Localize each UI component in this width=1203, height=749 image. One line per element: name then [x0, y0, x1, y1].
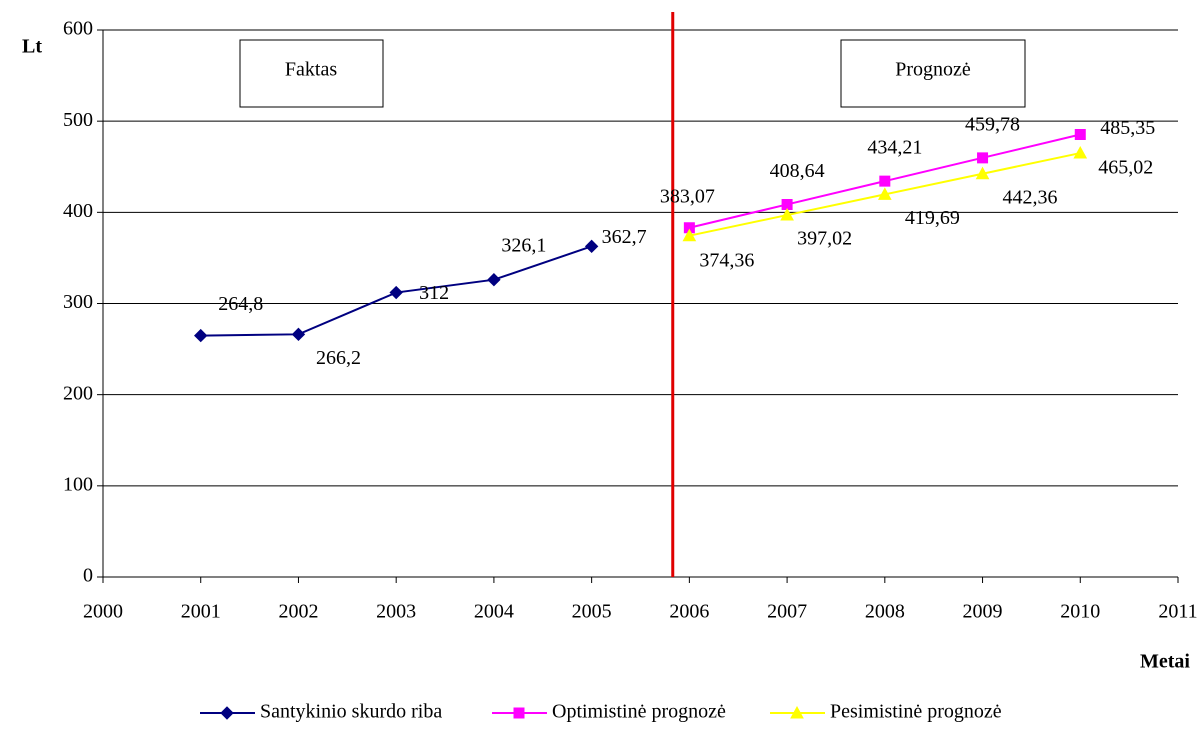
- y-tick-label: 100: [63, 473, 93, 495]
- data-label: 485,35: [1100, 117, 1155, 139]
- data-label: 383,07: [660, 185, 715, 207]
- data-label: 266,2: [316, 347, 361, 369]
- y-tick-label: 500: [63, 109, 93, 131]
- data-point: [780, 208, 794, 221]
- x-tick-label: 2010: [1060, 601, 1100, 623]
- y-tick-label: 0: [83, 565, 93, 587]
- data-point: [683, 222, 695, 234]
- x-tick-label: 2009: [963, 601, 1003, 623]
- legend-marker: [790, 705, 804, 719]
- legend-marker: [220, 706, 234, 720]
- x-tick-label: 2002: [278, 601, 318, 623]
- data-label: 459,78: [965, 113, 1020, 135]
- data-point: [1073, 146, 1088, 159]
- data-label: 442,36: [1003, 186, 1058, 208]
- x-tick-label: 2005: [572, 601, 612, 623]
- data-point: [682, 228, 697, 242]
- data-point: [194, 328, 208, 343]
- x-tick-label: 2004: [474, 601, 514, 623]
- data-point: [1074, 129, 1086, 141]
- data-label: 465,02: [1098, 157, 1153, 179]
- annotation: Prognozė: [895, 59, 971, 81]
- data-point: [879, 175, 891, 187]
- legend-label: Santykinio skurdo riba: [260, 701, 442, 723]
- legend-marker: [513, 707, 525, 719]
- x-tick-label: 2001: [181, 601, 221, 623]
- data-label: 362,7: [602, 226, 647, 248]
- x-tick-label: 2003: [376, 601, 416, 623]
- x-tick-label: 2006: [669, 601, 709, 623]
- data-point: [389, 285, 403, 300]
- data-label: 374,36: [699, 249, 754, 271]
- x-tick-label: 2011: [1158, 601, 1197, 623]
- x-axis-label: Metai: [1140, 651, 1190, 673]
- annotation-box: [840, 39, 1026, 108]
- data-point: [487, 272, 501, 287]
- data-point: [977, 152, 989, 164]
- data-point: [584, 239, 599, 254]
- legend-label: Optimistinė prognozė: [552, 701, 726, 723]
- data-label: 434,21: [867, 137, 922, 159]
- y-tick-label: 600: [63, 18, 93, 40]
- data-label: 397,02: [797, 228, 852, 250]
- data-label: 408,64: [770, 160, 825, 182]
- x-tick-label: 2000: [83, 601, 123, 623]
- x-tick-label: 2007: [767, 601, 807, 623]
- data-point: [291, 327, 306, 342]
- data-label: 312: [419, 282, 449, 304]
- annotation-box: [239, 39, 384, 108]
- data-point: [781, 198, 793, 210]
- legend-label: Pesimistinė prognozė: [830, 701, 1002, 723]
- data-label: 264,8: [218, 293, 263, 315]
- x-tick-label: 2008: [865, 601, 905, 623]
- data-label: 326,1: [501, 234, 546, 256]
- y-tick-label: 300: [63, 291, 93, 313]
- data-point: [975, 166, 990, 180]
- data-label: 419,69: [905, 207, 960, 229]
- annotation: Faktas: [285, 59, 337, 81]
- data-point: [877, 187, 892, 200]
- y-axis-label: Lt: [22, 36, 42, 58]
- y-tick-label: 200: [63, 382, 93, 404]
- y-tick-label: 400: [63, 200, 93, 222]
